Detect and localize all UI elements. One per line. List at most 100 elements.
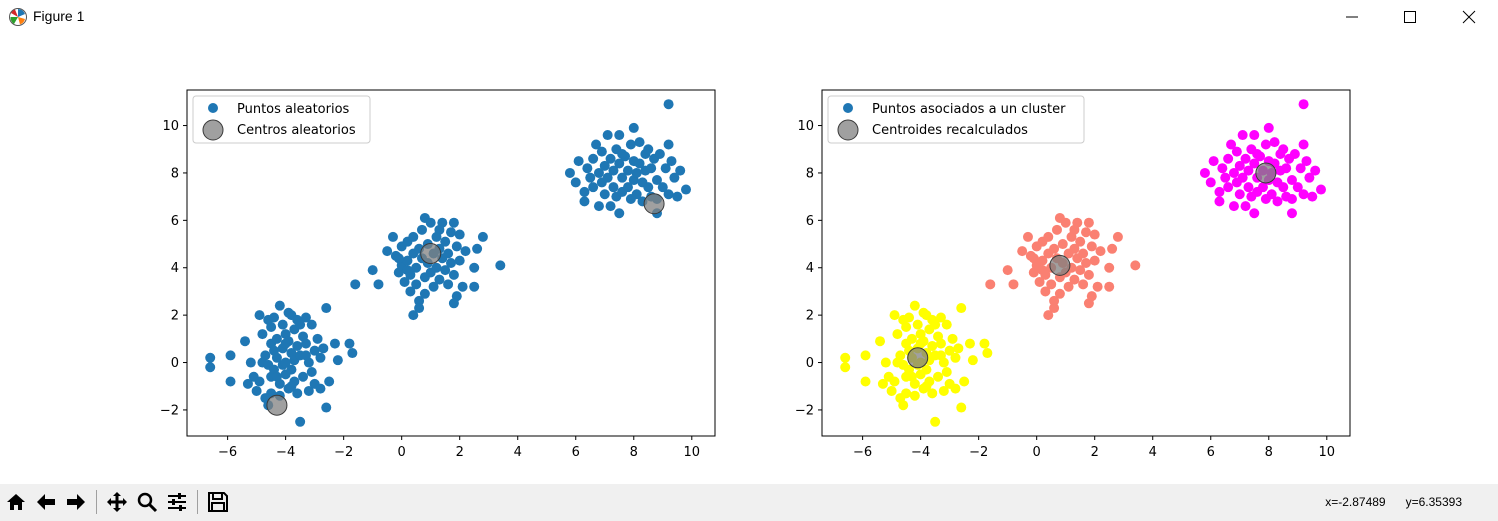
- data-point: [599, 160, 610, 171]
- data-point: [588, 182, 599, 193]
- y-tick-label: 10: [162, 119, 179, 134]
- data-point: [906, 371, 917, 382]
- data-point: [367, 265, 378, 276]
- data-point: [1095, 246, 1106, 257]
- data-point: [663, 99, 674, 110]
- data-point: [1226, 139, 1237, 150]
- data-point: [950, 383, 961, 394]
- data-point: [1086, 241, 1097, 252]
- data-point: [1205, 177, 1216, 188]
- home-button[interactable]: [2, 488, 30, 516]
- x-tick-label: 0: [398, 445, 406, 460]
- y-tick-label: 0: [171, 356, 179, 371]
- x-tick-label: 2: [1091, 445, 1099, 460]
- data-point: [251, 385, 262, 396]
- toolbar-separator: [96, 490, 97, 514]
- data-point: [1286, 208, 1297, 219]
- data-point: [1028, 253, 1039, 264]
- data-point: [1034, 276, 1045, 287]
- data-point: [651, 175, 662, 186]
- data-point: [283, 307, 294, 318]
- legend-label: Puntos aleatorios: [237, 102, 350, 117]
- data-point: [411, 262, 422, 273]
- data-point: [399, 276, 410, 287]
- data-point: [312, 333, 323, 344]
- data-point: [944, 345, 955, 356]
- data-point: [964, 338, 975, 349]
- subplots-icon: [168, 493, 186, 511]
- data-point: [1049, 303, 1060, 314]
- data-point: [1249, 208, 1260, 219]
- legend-marker: [843, 103, 853, 113]
- data-point: [300, 338, 311, 349]
- close-button[interactable]: [1440, 0, 1498, 34]
- data-point: [617, 172, 628, 183]
- figure-canvas[interactable]: −6 −4 −2 0 2 4 6 8 10 −2 0 2 4 6 8 10 Puntos aleatorios C…: [0, 56, 1498, 484]
- data-point: [1234, 189, 1245, 200]
- data-point: [448, 298, 459, 309]
- data-point: [469, 281, 480, 292]
- data-point: [245, 357, 256, 368]
- data-point: [1252, 148, 1263, 159]
- data-point: [643, 144, 654, 155]
- data-point: [1130, 260, 1141, 271]
- data-point: [419, 288, 430, 299]
- data-point: [332, 355, 343, 366]
- data-point: [579, 186, 590, 197]
- data-point: [1049, 243, 1060, 254]
- data-point: [588, 153, 599, 164]
- data-point: [1281, 163, 1292, 174]
- data-point: [579, 196, 590, 207]
- data-point: [941, 319, 952, 330]
- data-point: [1078, 279, 1089, 290]
- pan-button[interactable]: [103, 488, 131, 516]
- data-point: [895, 350, 906, 361]
- data-point: [1237, 130, 1248, 141]
- data-point: [985, 279, 996, 290]
- data-point: [860, 350, 871, 361]
- zoom-button[interactable]: [133, 488, 161, 516]
- forward-button[interactable]: [62, 488, 90, 516]
- x-tick-label: 8: [630, 445, 638, 460]
- data-point: [631, 189, 642, 200]
- data-point: [1286, 194, 1297, 205]
- minimize-button[interactable]: [1323, 0, 1381, 34]
- data-point: [1243, 182, 1254, 193]
- data-point: [921, 364, 932, 375]
- data-point: [927, 340, 938, 351]
- data-point: [921, 381, 932, 392]
- data-point: [904, 312, 915, 323]
- data-point: [1081, 227, 1091, 238]
- data-point: [254, 310, 265, 321]
- data-point: [1223, 153, 1234, 164]
- data-point: [440, 236, 451, 247]
- data-point: [935, 350, 946, 361]
- data-point: [1228, 201, 1239, 212]
- data-point: [956, 303, 967, 314]
- center-point: [266, 394, 288, 416]
- data-point: [1298, 139, 1309, 150]
- data-point: [930, 319, 941, 330]
- data-point: [1260, 139, 1271, 150]
- data-point: [1289, 148, 1300, 159]
- data-point: [1315, 184, 1326, 195]
- data-point: [909, 300, 920, 311]
- save-button[interactable]: [204, 488, 232, 516]
- data-point: [205, 362, 216, 373]
- data-point: [622, 165, 633, 176]
- data-point: [408, 310, 419, 321]
- maximize-icon: [1404, 11, 1416, 23]
- legend-marker: [208, 103, 218, 113]
- data-point: [895, 393, 906, 404]
- maximize-button[interactable]: [1381, 0, 1439, 34]
- back-button[interactable]: [32, 488, 60, 516]
- configure-subplots-button[interactable]: [163, 488, 191, 516]
- data-point: [982, 348, 993, 359]
- x-tick-label: −6: [853, 445, 872, 460]
- cursor-coordinates: x=-2.87489 y=6.35393: [1305, 495, 1462, 509]
- data-point: [443, 248, 454, 259]
- data-point: [1228, 167, 1239, 178]
- data-point: [1234, 160, 1245, 171]
- legend-marker: [202, 119, 224, 141]
- data-point: [274, 300, 285, 311]
